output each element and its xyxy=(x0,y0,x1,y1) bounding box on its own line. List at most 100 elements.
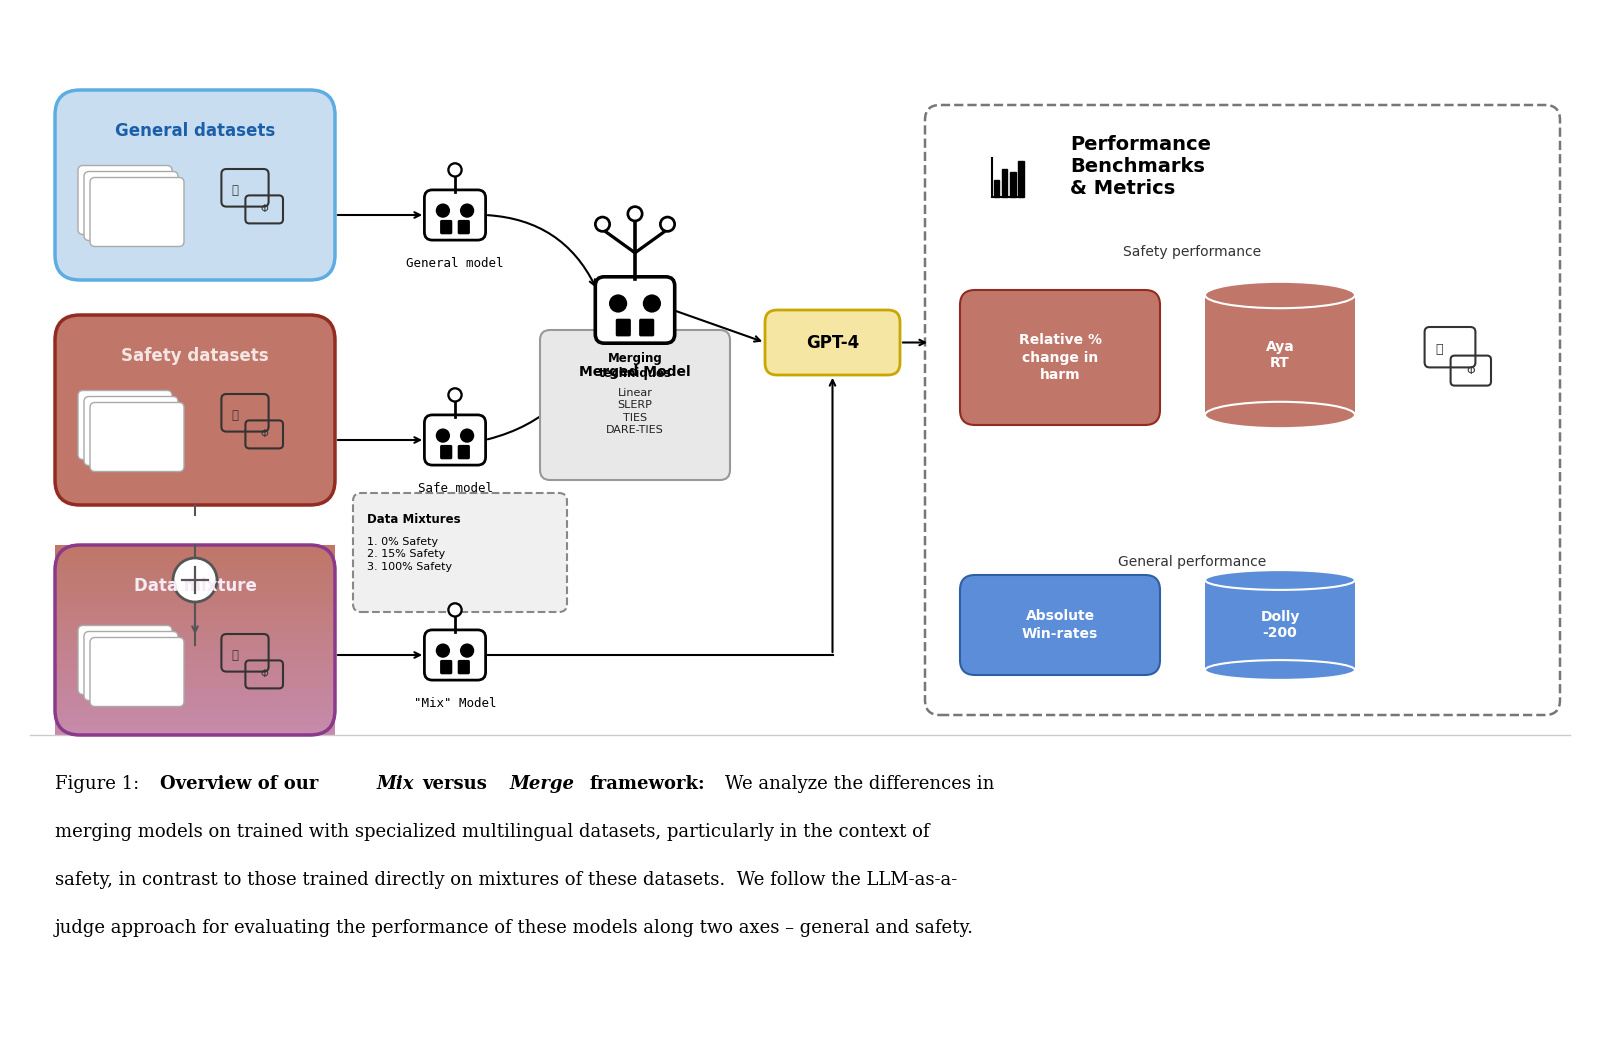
Text: "Mix" Model: "Mix" Model xyxy=(414,697,496,710)
Bar xyxy=(54,650,334,659)
Bar xyxy=(54,612,334,621)
Circle shape xyxy=(459,644,474,657)
Bar xyxy=(54,678,334,687)
Text: 文: 文 xyxy=(232,184,238,197)
Bar xyxy=(54,573,334,583)
Circle shape xyxy=(661,217,675,231)
Bar xyxy=(54,697,334,706)
Bar xyxy=(54,583,334,593)
FancyBboxPatch shape xyxy=(90,402,184,471)
Text: 1. 0% Safety
2. 15% Safety
3. 100% Safety: 1. 0% Safety 2. 15% Safety 3. 100% Safet… xyxy=(366,537,453,572)
FancyBboxPatch shape xyxy=(354,493,566,612)
Circle shape xyxy=(459,204,474,217)
FancyBboxPatch shape xyxy=(459,660,469,674)
Text: Figure 1:: Figure 1: xyxy=(54,775,139,794)
Text: merging models on trained with specialized multilingual datasets, particularly i: merging models on trained with specializ… xyxy=(54,823,930,841)
Circle shape xyxy=(610,294,627,313)
Text: Merging
techniques: Merging techniques xyxy=(598,352,672,380)
Text: Φ: Φ xyxy=(261,670,269,679)
FancyBboxPatch shape xyxy=(90,638,184,706)
Circle shape xyxy=(435,644,450,657)
Text: General model: General model xyxy=(406,257,504,270)
Text: Dolly
-200: Dolly -200 xyxy=(1261,609,1299,640)
Bar xyxy=(54,669,334,678)
Text: GPT-4: GPT-4 xyxy=(806,334,859,352)
Circle shape xyxy=(448,603,462,617)
Ellipse shape xyxy=(1205,660,1355,680)
FancyBboxPatch shape xyxy=(85,631,178,701)
FancyBboxPatch shape xyxy=(459,220,469,234)
FancyBboxPatch shape xyxy=(616,319,630,336)
FancyBboxPatch shape xyxy=(925,105,1560,716)
FancyBboxPatch shape xyxy=(78,625,173,695)
Text: Overview of our: Overview of our xyxy=(160,775,318,794)
Text: 文: 文 xyxy=(232,409,238,421)
Circle shape xyxy=(435,204,450,217)
FancyBboxPatch shape xyxy=(54,315,334,505)
FancyBboxPatch shape xyxy=(960,575,1160,675)
Text: General datasets: General datasets xyxy=(115,122,275,140)
Text: Safety datasets: Safety datasets xyxy=(122,347,269,365)
Circle shape xyxy=(173,558,218,602)
FancyBboxPatch shape xyxy=(459,445,469,459)
Text: Φ: Φ xyxy=(261,430,269,440)
Circle shape xyxy=(643,294,661,313)
Text: Φ: Φ xyxy=(261,205,269,214)
FancyBboxPatch shape xyxy=(78,165,173,234)
Text: Φ: Φ xyxy=(1467,366,1475,375)
Bar xyxy=(54,593,334,602)
Circle shape xyxy=(448,163,462,177)
Text: judge approach for evaluating the performance of these models along two axes – g: judge approach for evaluating the perfor… xyxy=(54,919,974,937)
Text: Performance
Benchmarks
& Metrics: Performance Benchmarks & Metrics xyxy=(1070,135,1211,198)
Text: 文: 文 xyxy=(1435,343,1443,357)
Ellipse shape xyxy=(1205,282,1355,308)
Circle shape xyxy=(627,207,642,220)
FancyBboxPatch shape xyxy=(960,290,1160,425)
Circle shape xyxy=(595,217,610,231)
Text: Data mixture: Data mixture xyxy=(133,577,256,595)
Bar xyxy=(54,564,334,573)
Text: Data Mixtures: Data Mixtures xyxy=(366,513,461,526)
Text: versus: versus xyxy=(422,775,486,794)
Text: safety, in contrast to those trained directly on mixtures of these datasets.  We: safety, in contrast to those trained dir… xyxy=(54,872,957,889)
FancyBboxPatch shape xyxy=(541,330,730,480)
FancyBboxPatch shape xyxy=(424,630,486,680)
Text: Aya
RT: Aya RT xyxy=(1266,340,1294,370)
FancyBboxPatch shape xyxy=(78,390,173,460)
FancyBboxPatch shape xyxy=(85,172,178,240)
Bar xyxy=(1010,172,1016,197)
Polygon shape xyxy=(1205,295,1355,415)
Ellipse shape xyxy=(1205,401,1355,428)
Text: We analyze the differences in: We analyze the differences in xyxy=(725,775,994,794)
FancyBboxPatch shape xyxy=(595,277,675,343)
Bar xyxy=(1002,168,1008,197)
FancyBboxPatch shape xyxy=(442,220,451,234)
Text: General performance: General performance xyxy=(1118,555,1267,569)
Text: Merged Model: Merged Model xyxy=(579,365,691,379)
Bar xyxy=(54,545,334,554)
Text: Safe model: Safe model xyxy=(418,482,493,495)
FancyBboxPatch shape xyxy=(424,190,486,240)
Circle shape xyxy=(435,428,450,443)
Text: Absolute
Win-rates: Absolute Win-rates xyxy=(1022,609,1098,641)
FancyBboxPatch shape xyxy=(640,319,653,336)
Bar xyxy=(1018,161,1024,197)
FancyBboxPatch shape xyxy=(85,396,178,466)
Bar xyxy=(54,687,334,697)
Bar xyxy=(54,706,334,716)
Text: framework:: framework: xyxy=(590,775,706,794)
FancyBboxPatch shape xyxy=(424,415,486,465)
Bar xyxy=(54,640,334,650)
FancyBboxPatch shape xyxy=(765,310,899,375)
Bar xyxy=(54,554,334,564)
Bar xyxy=(54,716,334,726)
Text: Linear
SLERP
TIES
DARE-TIES: Linear SLERP TIES DARE-TIES xyxy=(606,388,664,435)
Bar xyxy=(994,180,998,197)
FancyBboxPatch shape xyxy=(54,90,334,280)
Ellipse shape xyxy=(1205,570,1355,590)
Bar xyxy=(54,630,334,640)
Text: Relative %
change in
harm: Relative % change in harm xyxy=(1019,333,1101,382)
FancyBboxPatch shape xyxy=(90,178,184,246)
Text: Mix: Mix xyxy=(378,775,414,794)
Circle shape xyxy=(448,388,462,401)
